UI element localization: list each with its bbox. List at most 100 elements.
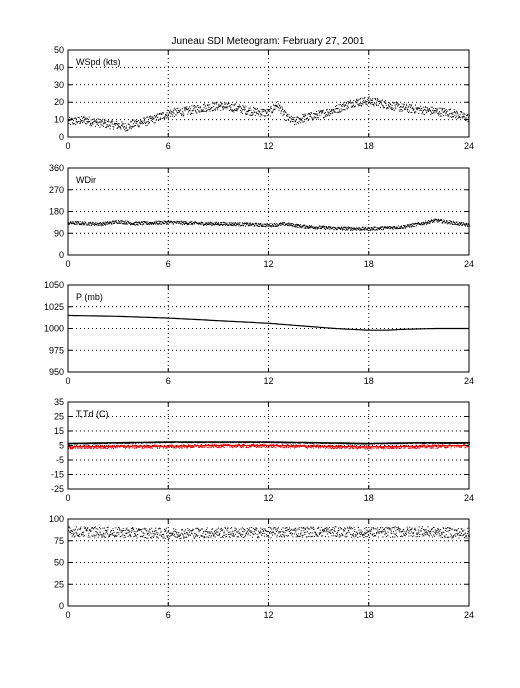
data-point [372, 104, 373, 105]
data-point [257, 446, 258, 447]
data-point [117, 447, 118, 448]
data-point [191, 447, 192, 448]
data-point [365, 100, 366, 101]
data-point [411, 105, 412, 106]
data-point [266, 112, 267, 113]
data-point [139, 223, 140, 224]
data-point [125, 530, 126, 531]
data-point [137, 534, 138, 535]
data-point [335, 106, 336, 107]
data-point [277, 528, 278, 529]
data-point [254, 531, 255, 532]
data-point [339, 227, 340, 228]
data-point [238, 225, 239, 226]
data-point [233, 447, 234, 448]
y-tick-label: 1050 [44, 280, 64, 290]
data-point [299, 118, 300, 119]
data-point [461, 447, 462, 448]
data-point [369, 448, 370, 449]
data-point [184, 531, 185, 532]
data-point [260, 116, 261, 117]
data-point [323, 117, 324, 118]
data-point [101, 120, 102, 121]
data-point [102, 528, 103, 529]
data-point [124, 221, 125, 222]
data-point [194, 223, 195, 224]
data-point [417, 109, 418, 110]
data-point [305, 528, 306, 529]
data-point [263, 224, 264, 225]
data-point [141, 121, 142, 122]
data-point [276, 537, 277, 538]
data-point [130, 535, 131, 536]
data-point [451, 447, 452, 448]
data-point [280, 535, 281, 536]
data-point [183, 223, 184, 224]
data-point [290, 117, 291, 118]
data-point [122, 530, 123, 531]
data-point [200, 446, 201, 447]
data-point [92, 224, 93, 225]
data-point [154, 445, 155, 446]
data-point [108, 126, 109, 127]
data-point [91, 535, 92, 536]
data-point [123, 530, 124, 531]
data-point [322, 530, 323, 531]
data-point [302, 114, 303, 115]
data-point [381, 100, 382, 101]
data-point [188, 112, 189, 113]
data-point [231, 534, 232, 535]
data-point [142, 536, 143, 537]
data-point [327, 531, 328, 532]
y-tick-label: 0 [59, 132, 64, 142]
data-point [257, 113, 258, 114]
data-point [198, 110, 199, 111]
data-point [438, 219, 439, 220]
data-point [455, 112, 456, 113]
data-point [298, 533, 299, 534]
data-point [352, 106, 353, 107]
data-point [304, 121, 305, 122]
data-point [125, 222, 126, 223]
data-point [307, 531, 308, 532]
data-point [153, 537, 154, 538]
data-point [129, 127, 130, 128]
data-point [230, 105, 231, 106]
data-point [87, 121, 88, 122]
data-point [315, 113, 316, 114]
data-point [358, 530, 359, 531]
data-point [241, 112, 242, 113]
data-point [100, 448, 101, 449]
data-point [360, 99, 361, 100]
data-point [141, 531, 142, 532]
data-point [334, 227, 335, 228]
data-point [101, 534, 102, 535]
data-point [215, 102, 216, 103]
data-point [167, 448, 168, 449]
data-point [427, 447, 428, 448]
data-point [402, 110, 403, 111]
data-point [429, 108, 430, 109]
data-point [98, 118, 99, 119]
data-point [280, 108, 281, 109]
data-point [462, 224, 463, 225]
data-point [414, 447, 415, 448]
data-point [106, 126, 107, 127]
data-point [174, 108, 175, 109]
data-point [407, 226, 408, 227]
data-point [331, 109, 332, 110]
data-point [149, 122, 150, 123]
data-point [167, 112, 168, 113]
data-point [119, 529, 120, 530]
data-point [299, 529, 300, 530]
data-point [333, 533, 334, 534]
data-point [339, 110, 340, 111]
data-point [112, 121, 113, 122]
data-point [332, 529, 333, 530]
data-point [411, 106, 412, 107]
data-point [253, 224, 254, 225]
data-point [296, 447, 297, 448]
data-point [332, 112, 333, 113]
data-point [448, 115, 449, 116]
